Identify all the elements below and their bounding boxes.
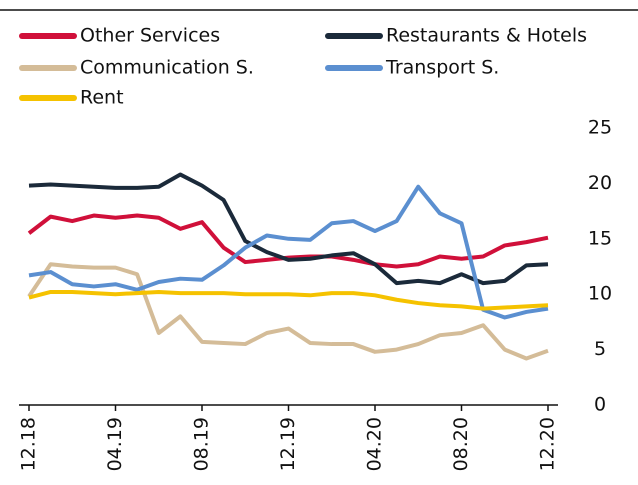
x-tick-label: 12.19 [277, 417, 299, 471]
y-tick-label: 20 [588, 172, 612, 194]
y-tick-label: 15 [588, 227, 612, 249]
x-tick-label: 12.20 [537, 417, 559, 471]
y-tick-label: 5 [594, 338, 606, 360]
legend-label: Transport S. [385, 57, 499, 79]
x-tick-label: 04.19 [104, 417, 126, 471]
x-tick-label: 04.20 [364, 417, 386, 471]
series-line [28, 289, 549, 311]
y-tick-label: 25 [588, 117, 612, 139]
y-tick-label: 10 [588, 283, 612, 305]
series-line [28, 184, 549, 320]
series-line [28, 172, 549, 286]
legend-label: Rent [80, 87, 124, 109]
series-line [27, 213, 549, 269]
legend-label: Restaurants & Hotels [386, 25, 587, 47]
legend-label: Communication S. [80, 57, 254, 79]
y-tick-label: 0 [594, 394, 606, 416]
x-tick-label: 08.20 [450, 417, 472, 471]
x-tick-label: 12.18 [18, 417, 40, 471]
series-line [27, 262, 549, 361]
x-tick-label: 08.19 [191, 417, 213, 471]
legend-label: Other Services [80, 25, 220, 47]
